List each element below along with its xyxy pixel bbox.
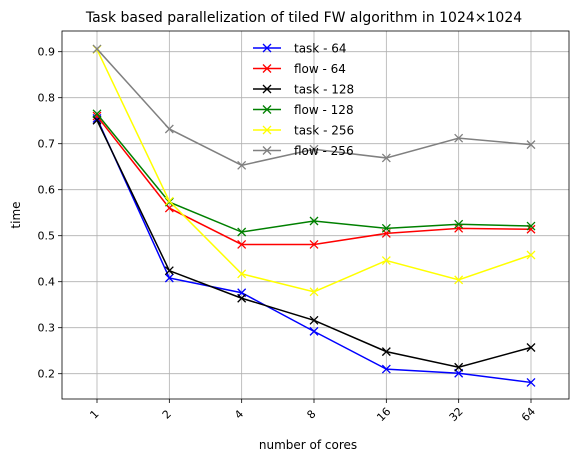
y-axis-label: time (9, 201, 23, 228)
data-point (164, 124, 174, 134)
chart-title: Task based parallelization of tiled FW a… (85, 10, 522, 26)
data-point (309, 315, 319, 325)
data-point (309, 326, 319, 336)
legend-label: task - 256 (294, 124, 354, 138)
legend-item: task - 256 (253, 124, 354, 138)
legend-label: task - 64 (294, 42, 347, 56)
series (92, 111, 536, 249)
data-point (164, 266, 174, 276)
data-point (454, 362, 464, 372)
y-tick-label: 0.8 (38, 92, 56, 105)
data-point (526, 221, 536, 231)
y-tick-label: 0.3 (38, 322, 56, 335)
legend-item: task - 128 (253, 83, 354, 97)
legend-item: flow - 128 (253, 103, 354, 117)
data-point (164, 273, 174, 283)
data-point (381, 347, 391, 357)
series (92, 115, 536, 372)
legend-marker (262, 84, 272, 94)
legend-marker (262, 64, 272, 73)
data-point (309, 216, 319, 226)
axis-ticks: 1 2 4 8 16 32 640.20.30.40.50.60.70.80.9 (38, 46, 539, 424)
y-tick-label: 0.9 (38, 46, 56, 59)
plot-frame (61, 30, 570, 400)
legend-marker (262, 125, 272, 135)
data-point (309, 239, 319, 249)
y-tick-label: 0.6 (38, 184, 56, 197)
y-tick-label: 0.2 (38, 368, 56, 381)
data-point (381, 256, 391, 265)
data-point (237, 239, 247, 249)
legend-label: task - 128 (294, 83, 354, 97)
data-point (526, 250, 536, 260)
data-point (526, 140, 536, 150)
data-point (381, 364, 391, 374)
legend-item: task - 64 (253, 42, 347, 56)
data-point (92, 44, 102, 54)
legend-item: flow - 256 (253, 144, 354, 158)
data-point (381, 223, 391, 233)
data-point (237, 160, 247, 170)
data-point (92, 111, 102, 121)
legend-marker (262, 43, 272, 53)
data-point (454, 219, 464, 229)
legend: task - 64 flow - 64 task - 128 flow - 128 ta… (253, 42, 354, 158)
legend-marker (262, 105, 272, 114)
data-point (164, 196, 174, 206)
data-point (237, 293, 247, 303)
series (92, 44, 536, 297)
series (92, 44, 536, 170)
data-point (526, 377, 536, 387)
data-point (454, 223, 464, 233)
data-point (454, 133, 464, 143)
legend-marker (262, 146, 272, 155)
data-point (309, 144, 319, 154)
data-point (309, 287, 319, 297)
data-point (454, 275, 464, 285)
legend-label: flow - 256 (294, 144, 354, 158)
legend-label: flow - 64 (294, 62, 346, 76)
y-tick-label: 0.5 (38, 230, 56, 243)
data-point (237, 269, 247, 279)
grid (62, 31, 569, 399)
data-point (92, 109, 102, 119)
data-point (381, 153, 391, 163)
legend-item: flow - 64 (253, 62, 346, 76)
y-tick-label: 0.4 (38, 276, 56, 289)
x-axis-label: number of cores (259, 438, 357, 452)
legend-label: flow - 128 (294, 103, 354, 117)
data-point (526, 343, 536, 352)
data-point (237, 227, 247, 237)
series-layer (92, 44, 536, 387)
y-tick-label: 0.7 (38, 138, 56, 151)
